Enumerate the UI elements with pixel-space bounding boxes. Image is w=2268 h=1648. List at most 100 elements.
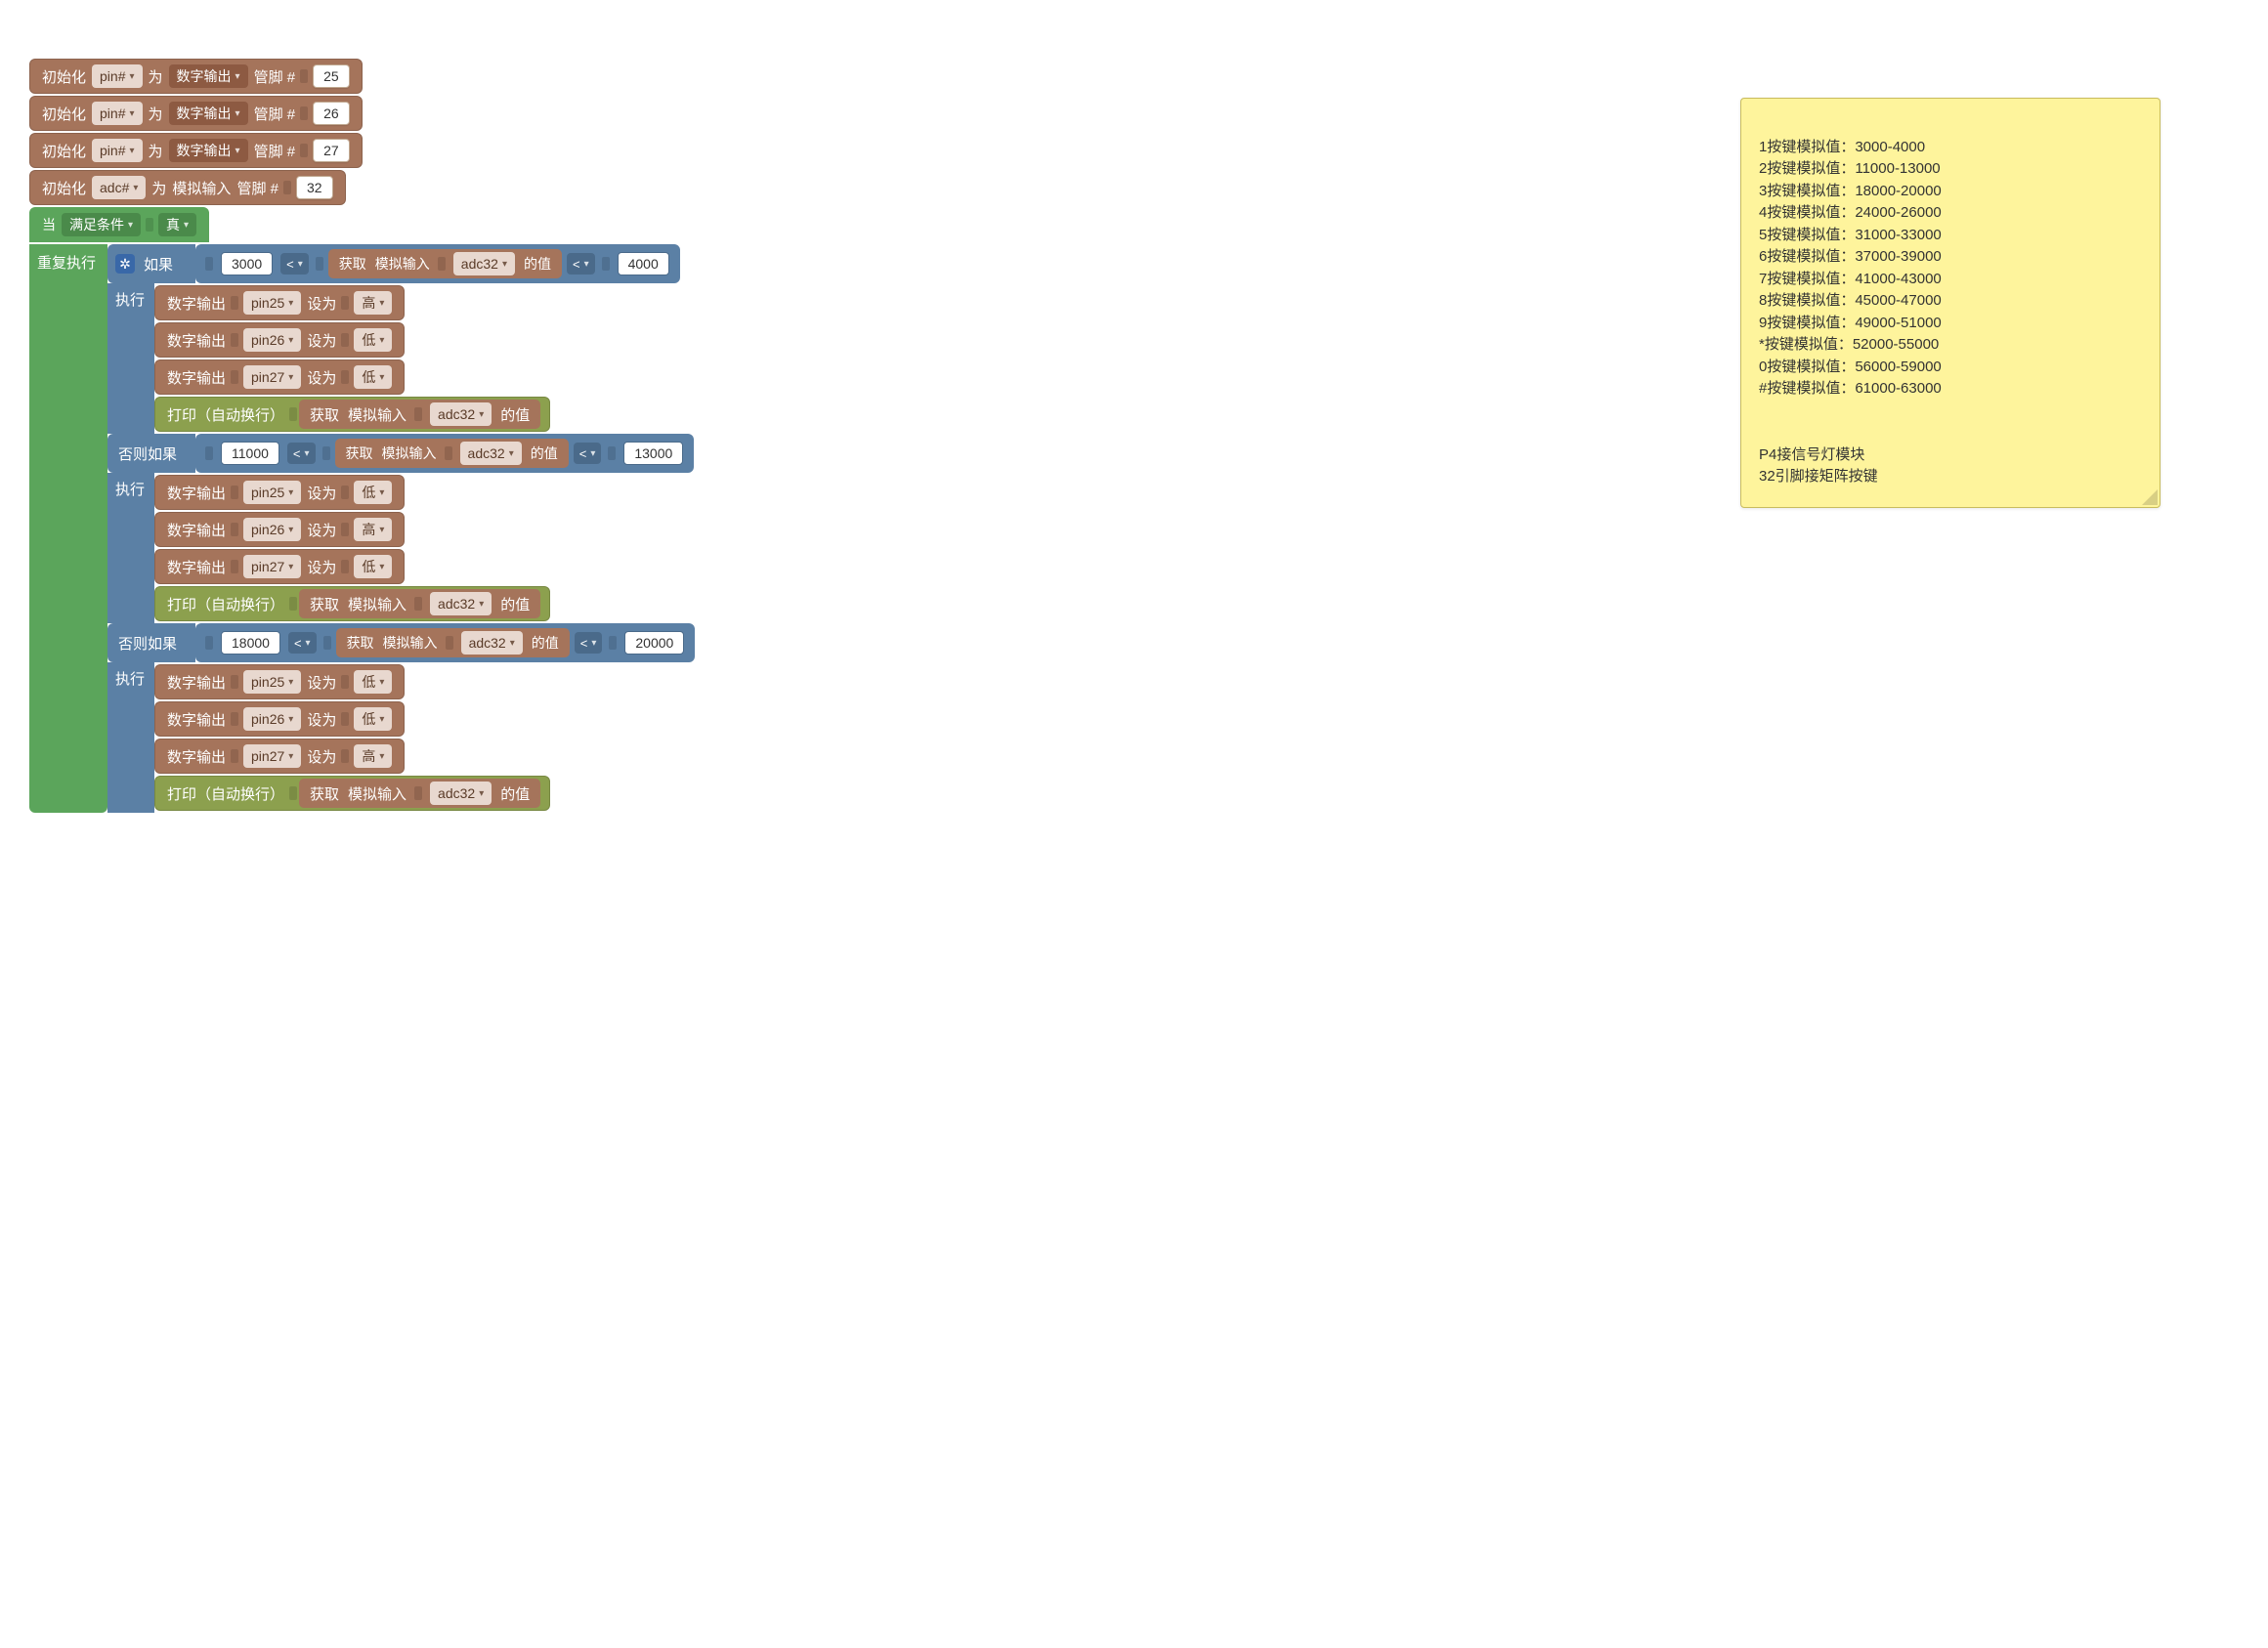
gear-icon[interactable]: ✲ bbox=[115, 254, 135, 274]
pin-variable-field[interactable]: pin27 bbox=[243, 365, 301, 389]
while-header-block[interactable]: 当 满足条件 真 bbox=[29, 207, 209, 242]
pin-variable-field[interactable]: pin# bbox=[92, 139, 143, 162]
pin-variable-field[interactable]: pin# bbox=[92, 64, 143, 88]
comment-note[interactable]: 1按键模拟值：3000-4000 2按键模拟值：11000-13000 3按键模… bbox=[1740, 98, 2161, 508]
pin-variable-field[interactable]: pin27 bbox=[243, 555, 301, 578]
digital-write-block[interactable]: 数字输出pin27设为高 bbox=[154, 739, 405, 774]
operator-dropdown[interactable]: < bbox=[280, 253, 309, 275]
state-dropdown[interactable]: 高 bbox=[354, 518, 392, 541]
get-analog-block[interactable]: 获取模拟输入adc32的值 bbox=[299, 400, 540, 429]
get-analog-block[interactable]: 获取模拟输入adc32的值 bbox=[299, 589, 540, 618]
state-dropdown[interactable]: 高 bbox=[354, 291, 392, 315]
digital-write-block[interactable]: 数字输出pin27设为低 bbox=[154, 549, 405, 584]
elseif-label: 否则如果 bbox=[107, 434, 195, 473]
adc-variable-field[interactable]: adc# bbox=[92, 176, 146, 199]
mode-dropdown[interactable]: 数字输出 bbox=[169, 139, 248, 162]
get-analog-block[interactable]: 获取模拟输入adc32的值 bbox=[328, 249, 562, 278]
connector-notch bbox=[289, 407, 297, 421]
init-adc-block[interactable]: 初始化 adc# 为 模拟输入 管脚 # 32 bbox=[29, 170, 346, 205]
init-pin-block[interactable]: 初始化 pin# 为 数字输出 管脚 # 25 bbox=[29, 59, 363, 94]
label-setto: 设为 bbox=[304, 367, 339, 388]
digital-write-block[interactable]: 数字输出 pin26设为低 bbox=[154, 322, 405, 358]
label-setto: 设为 bbox=[304, 709, 339, 730]
if-label: ✲如果 bbox=[107, 244, 195, 283]
digital-write-block[interactable]: 数字输出pin26设为高 bbox=[154, 512, 405, 547]
state-dropdown[interactable]: 低 bbox=[354, 365, 392, 389]
state-dropdown[interactable]: 低 bbox=[354, 481, 392, 504]
init-pin-block[interactable]: 初始化 pin# 为 数字输出 管脚 # 27 bbox=[29, 133, 363, 168]
operator-dropdown[interactable]: < bbox=[574, 443, 602, 464]
pin-number-field[interactable]: 32 bbox=[296, 176, 333, 199]
adc-variable-field[interactable]: adc32 bbox=[430, 782, 492, 805]
operator-dropdown[interactable]: < bbox=[287, 443, 316, 464]
operator-dropdown[interactable]: < bbox=[288, 632, 317, 654]
adc-variable-field[interactable]: adc32 bbox=[453, 252, 515, 275]
number-field[interactable]: 18000 bbox=[221, 631, 280, 655]
label-setto: 设为 bbox=[304, 330, 339, 351]
while-repeat-label: 重复执行 bbox=[29, 244, 107, 813]
number-field[interactable]: 13000 bbox=[623, 442, 683, 465]
number-field[interactable]: 20000 bbox=[624, 631, 684, 655]
connector-notch bbox=[231, 486, 238, 499]
state-dropdown[interactable]: 低 bbox=[354, 555, 392, 578]
adc-variable-field[interactable]: adc32 bbox=[461, 631, 523, 655]
state-dropdown[interactable]: 低 bbox=[354, 328, 392, 352]
digital-write-block[interactable]: 数字输出 pin26设为低 bbox=[154, 701, 405, 737]
mode-dropdown[interactable]: 数字输出 bbox=[169, 102, 248, 125]
pin-variable-field[interactable]: pin26 bbox=[243, 328, 301, 352]
compare-block[interactable]: 3000<获取模拟输入adc32的值<4000 bbox=[195, 244, 680, 283]
pin-variable-field[interactable]: pin26 bbox=[243, 707, 301, 731]
if-block[interactable]: ✲如果3000<获取模拟输入adc32的值<4000执行数字输出pin25设为高… bbox=[107, 244, 695, 813]
connector-notch bbox=[289, 786, 297, 800]
blockly-workspace[interactable]: 初始化 pin# 为 数字输出 管脚 # 25 初始化 pin# 为 数字输出 … bbox=[29, 59, 2239, 813]
print-block[interactable]: 打印（自动换行）获取模拟输入adc32的值 bbox=[154, 397, 550, 432]
while-mode-dropdown[interactable]: 满足条件 bbox=[62, 213, 141, 236]
print-block[interactable]: 打印（自动换行）获取模拟输入adc32的值 bbox=[154, 586, 550, 621]
label-digital-out: 数字输出 bbox=[164, 709, 229, 730]
pin-variable-field[interactable]: pin# bbox=[92, 102, 143, 125]
exec-label: 执行 bbox=[107, 662, 154, 813]
compare-block[interactable]: 11000<获取模拟输入adc32的值<13000 bbox=[195, 434, 694, 473]
pin-number-field[interactable]: 27 bbox=[313, 139, 350, 162]
pin-variable-field[interactable]: pin27 bbox=[243, 744, 301, 768]
connector-notch bbox=[341, 749, 349, 763]
pin-variable-field[interactable]: pin25 bbox=[243, 291, 301, 315]
connector-notch bbox=[608, 446, 616, 460]
label-elseif: 否则如果 bbox=[115, 444, 180, 464]
adc-variable-field[interactable]: adc32 bbox=[460, 442, 522, 465]
state-dropdown[interactable]: 低 bbox=[354, 670, 392, 694]
operator-dropdown[interactable]: < bbox=[575, 632, 603, 654]
print-block[interactable]: 打印（自动换行）获取模拟输入adc32的值 bbox=[154, 776, 550, 811]
pin-number-field[interactable]: 25 bbox=[313, 64, 350, 88]
label-get: 获取 bbox=[307, 783, 342, 804]
get-analog-block[interactable]: 获取模拟输入adc32的值 bbox=[336, 628, 570, 657]
digital-write-block[interactable]: 数字输出pin25设为低 bbox=[154, 664, 405, 699]
operator-dropdown[interactable]: < bbox=[567, 253, 595, 275]
number-field[interactable]: 11000 bbox=[221, 442, 279, 465]
init-pin-block[interactable]: 初始化 pin# 为 数字输出 管脚 # 26 bbox=[29, 96, 363, 131]
connector-notch bbox=[609, 636, 617, 650]
number-field[interactable]: 4000 bbox=[618, 252, 669, 275]
state-dropdown[interactable]: 高 bbox=[354, 744, 392, 768]
state-dropdown[interactable]: 低 bbox=[354, 707, 392, 731]
compare-block[interactable]: 18000<获取模拟输入adc32的值<20000 bbox=[195, 623, 695, 662]
adc-variable-field[interactable]: adc32 bbox=[430, 402, 492, 426]
pin-variable-field[interactable]: pin26 bbox=[243, 518, 301, 541]
connector-notch bbox=[231, 675, 238, 689]
pin-variable-field[interactable]: pin25 bbox=[243, 670, 301, 694]
adc-variable-field[interactable]: adc32 bbox=[430, 592, 492, 615]
true-dropdown[interactable]: 真 bbox=[158, 213, 196, 236]
mode-dropdown[interactable]: 数字输出 bbox=[169, 64, 248, 88]
label-digital-out: 数字输出 bbox=[164, 330, 229, 351]
digital-write-block[interactable]: 数字输出pin25设为高 bbox=[154, 285, 405, 320]
pin-number-field[interactable]: 26 bbox=[313, 102, 350, 125]
digital-write-block[interactable]: 数字输出pin27设为低 bbox=[154, 359, 405, 395]
get-analog-block[interactable]: 获取模拟输入adc32的值 bbox=[335, 439, 569, 468]
pin-variable-field[interactable]: pin25 bbox=[243, 481, 301, 504]
resize-handle-icon[interactable] bbox=[2142, 489, 2158, 505]
digital-write-block[interactable]: 数字输出pin25设为低 bbox=[154, 475, 405, 510]
connector-notch bbox=[341, 486, 349, 499]
get-analog-block[interactable]: 获取模拟输入adc32的值 bbox=[299, 779, 540, 808]
number-field[interactable]: 3000 bbox=[221, 252, 273, 275]
connector-notch bbox=[231, 712, 238, 726]
